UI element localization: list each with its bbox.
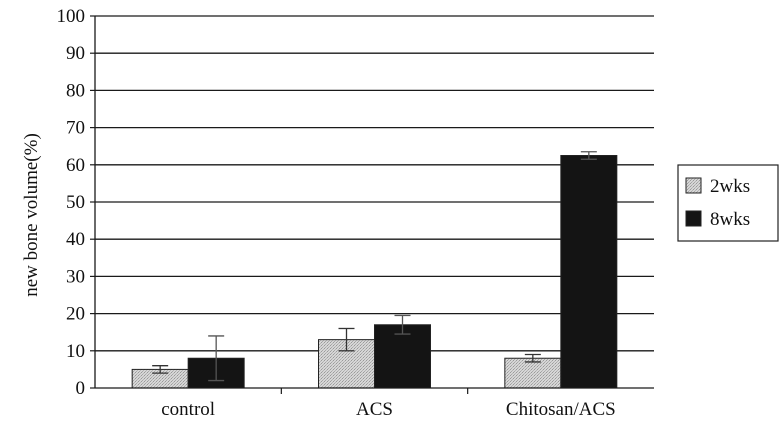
- y-tick-label: 30: [66, 266, 85, 287]
- legend: 2wks 8wks: [677, 164, 779, 242]
- legend-label-2wks: 2wks: [710, 176, 750, 197]
- x-category-label: Chitosan/ACS: [506, 399, 616, 420]
- y-tick-label: 90: [66, 43, 85, 64]
- bar-8wks-ACS: [374, 324, 431, 389]
- y-tick-label: 70: [66, 118, 85, 139]
- y-tick-label: 60: [66, 155, 85, 176]
- legend-swatch-8wks: [685, 210, 702, 227]
- y-tick-label: 20: [66, 304, 85, 325]
- gridlines: [95, 15, 654, 352]
- y-tick-label: 50: [66, 192, 85, 213]
- x-category-label: ACS: [356, 399, 393, 420]
- y-tick-labels: 0 10 20 30 40 50 60 70 80 90 100: [57, 6, 86, 399]
- y-tick-label: 100: [57, 6, 86, 27]
- legend-swatch-2wks: [685, 177, 702, 194]
- bar-2wks-Chitosan/ACS: [504, 357, 562, 389]
- y-tick-label: 80: [66, 80, 85, 101]
- bar-8wks-Chitosan/ACS: [560, 155, 618, 389]
- y-tick-label: 10: [66, 341, 85, 362]
- x-category-labels: control ACS Chitosan/ACS: [161, 399, 615, 420]
- y-tick-label: 0: [76, 378, 86, 399]
- bars: [131, 151, 618, 389]
- x-category-label: control: [161, 399, 215, 420]
- y-axis-title: new bone volume(%): [21, 133, 42, 297]
- legend-label-8wks: 8wks: [710, 209, 750, 230]
- axes: [90, 15, 654, 394]
- y-tick-label: 40: [66, 229, 85, 250]
